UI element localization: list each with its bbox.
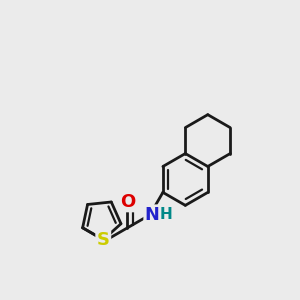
Text: N: N — [145, 206, 160, 224]
Text: O: O — [120, 193, 135, 211]
Text: H: H — [160, 207, 172, 222]
Text: S: S — [97, 231, 110, 249]
